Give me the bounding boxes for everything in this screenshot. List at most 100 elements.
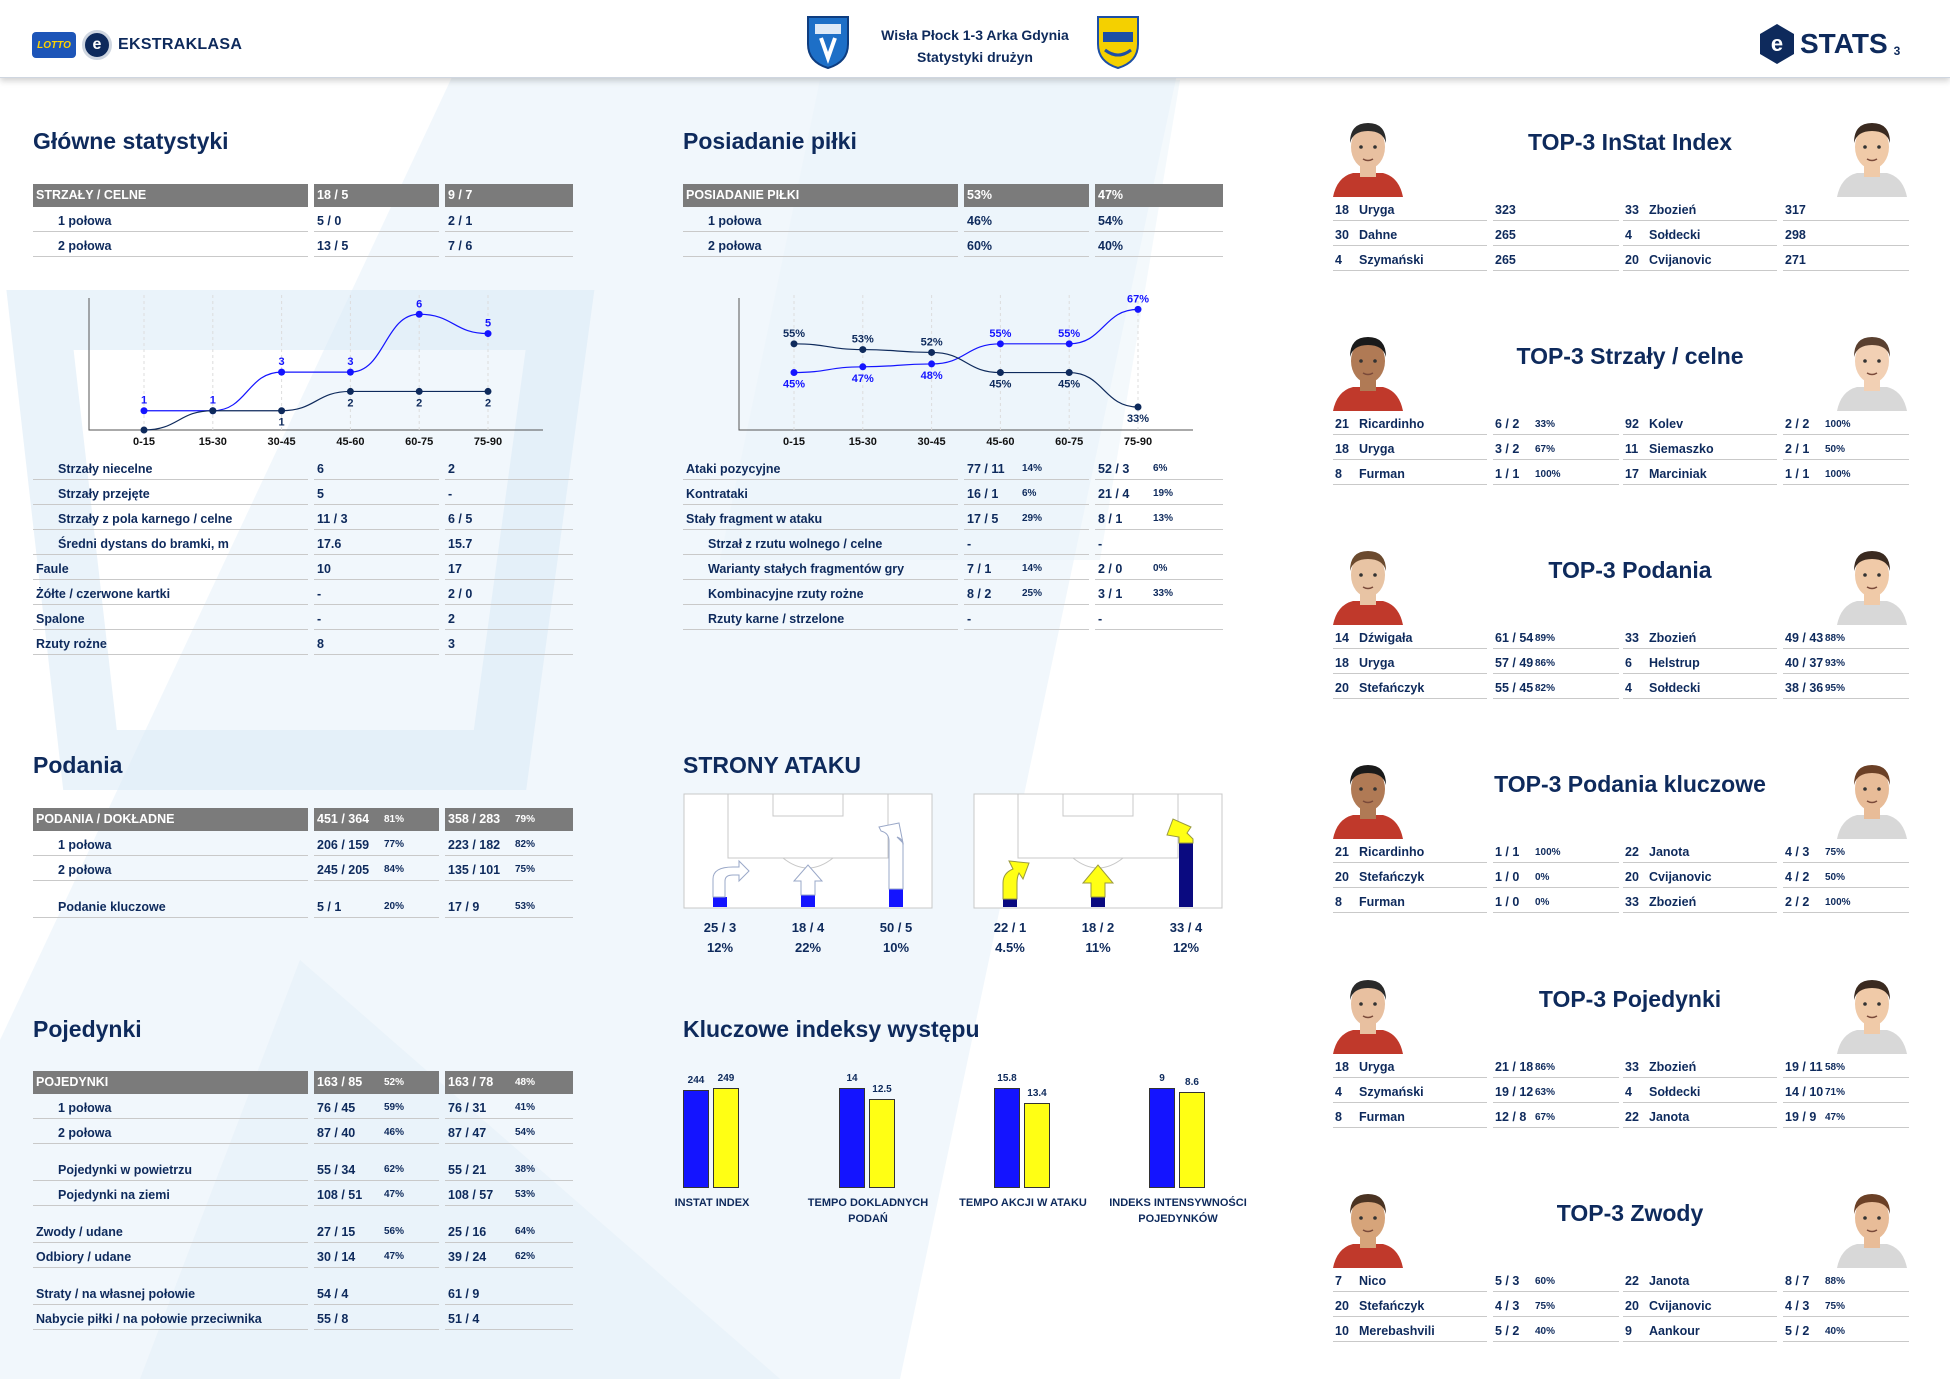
player-name: Stefańczyk xyxy=(1359,1299,1425,1313)
player-value-cell: 61 / 54 89% xyxy=(1493,628,1619,649)
player-value: 61 / 54 xyxy=(1495,631,1534,645)
home-value: 11 / 3 xyxy=(314,509,439,530)
possession-timeline-chart: 0-15 15-30 30-45 45-60 60-75 75-90 45% 47% 48% 55… xyxy=(683,270,1223,448)
player-percent: 71% xyxy=(1825,1086,1846,1098)
kpi-bar-value: 249 xyxy=(717,1073,735,1084)
kpi-bar-home xyxy=(994,1088,1020,1188)
player-value-cell: 14 / 10 71% xyxy=(1783,1082,1909,1103)
player-number: 18 xyxy=(1335,442,1349,456)
away-value: 61 / 9 xyxy=(448,1286,480,1301)
top3-title: TOP-3 Strzały / celne xyxy=(1516,343,1744,369)
row-label: STRZAŁY / CELNE xyxy=(33,183,308,207)
player-value-cell: 1 / 0 0% xyxy=(1493,867,1619,888)
home-value: 7 / 1 xyxy=(967,561,992,576)
x-tick-label: 45-60 xyxy=(986,436,1014,445)
percent-value: 47% xyxy=(384,1189,405,1200)
player-number: 10 xyxy=(1335,1324,1349,1338)
home-value: 54 / 4 xyxy=(317,1286,349,1301)
player-value: 12 / 8 xyxy=(1495,1110,1527,1124)
page-header: LOTTO e EKSTRAKLASA Wisła Płock 1-3 Arka… xyxy=(0,0,1950,78)
row-label: Warianty stałych fragmentów gry xyxy=(683,559,958,580)
player-name: Uryga xyxy=(1359,656,1395,670)
home-value: 46% xyxy=(964,211,1089,232)
home-cell: 55 / 34 62% xyxy=(314,1160,439,1181)
player-value: 55 / 45 xyxy=(1495,681,1534,695)
row-label: Stały fragment w ataku xyxy=(683,509,958,530)
percent-value: 47% xyxy=(384,1251,405,1262)
table-row: Odbiory / udane 30 / 14 47% 39 / 24 62% xyxy=(33,1246,573,1268)
player-face-icon xyxy=(1333,980,1403,1054)
home-value: 55 / 8 xyxy=(317,1311,349,1326)
home-cell: 16 / 1 6% xyxy=(964,484,1089,505)
player-cell: 10 Merebashvili xyxy=(1333,1321,1487,1342)
player-value-cell: 323 xyxy=(1493,200,1619,221)
top3-row: 20 Cvijanovic 4 / 2 50% xyxy=(1623,867,1913,889)
player-cell: 8 Furman xyxy=(1333,892,1487,913)
player-value-cell: 4 / 3 75% xyxy=(1783,842,1909,863)
player-number: 11 xyxy=(1625,442,1639,456)
data-point xyxy=(140,426,148,434)
player-number: 18 xyxy=(1335,656,1349,670)
ekstraklasa-logo[interactable]: LOTTO e EKSTRAKLASA xyxy=(32,30,242,60)
data-label: 48% xyxy=(921,370,943,382)
home-cell: 55 / 8 xyxy=(314,1309,439,1330)
player-cell: 7 Nico xyxy=(1333,1271,1487,1292)
attack-side-percent: 11% xyxy=(1085,940,1111,955)
player-percent: 40% xyxy=(1535,1325,1556,1337)
player-number: 33 xyxy=(1625,1060,1639,1074)
away-cell: - xyxy=(1095,534,1223,555)
row-label: Strzały niecelne xyxy=(33,459,308,480)
percent-value: 84% xyxy=(384,864,405,875)
table-row: 2 połowa 13 / 5 7 / 6 xyxy=(33,235,573,257)
player-value-cell: 4 / 2 50% xyxy=(1783,867,1909,888)
table-row: Kontrataki 16 / 1 6% 21 / 4 19% xyxy=(683,483,1223,505)
player-value: 1 / 0 xyxy=(1495,870,1520,884)
top3-row: 20 Cvijanovic 271 xyxy=(1623,250,1913,272)
table-row: 1 połowa 46% 54% xyxy=(683,210,1223,232)
player-value-cell: 38 / 36 95% xyxy=(1783,678,1909,699)
home-cell: 54 / 4 xyxy=(314,1284,439,1305)
player-percent: 75% xyxy=(1825,846,1846,858)
away-value: 2 xyxy=(445,459,573,480)
away-value: 163 / 78 xyxy=(448,1075,494,1089)
data-point xyxy=(859,363,867,371)
player-value: 4 / 2 xyxy=(1785,870,1810,884)
player-number: 30 xyxy=(1335,228,1349,242)
player-name: Szymański xyxy=(1359,253,1424,267)
player-face-icon xyxy=(1333,337,1403,411)
kpi-bar-home xyxy=(683,1090,709,1188)
lotto-logo-icon: LOTTO xyxy=(32,32,76,58)
home-player-photo xyxy=(1333,541,1403,625)
away-value: 25 / 16 xyxy=(448,1224,487,1239)
player-name: Stefańczyk xyxy=(1359,870,1425,884)
row-label: Straty / na własnej połowie xyxy=(33,1284,308,1305)
away-cell: - xyxy=(1095,609,1223,630)
top3-row: 22 Janota 8 / 7 88% xyxy=(1623,1271,1913,1293)
e-stats-logo[interactable]: e STATS 3 xyxy=(1760,24,1900,64)
away-right-attack-arrow xyxy=(1166,818,1194,907)
player-percent: 95% xyxy=(1825,682,1846,694)
x-tick-label: 75-90 xyxy=(1124,436,1152,445)
top3-row: 22 Janota 4 / 3 75% xyxy=(1623,842,1913,864)
player-number: 20 xyxy=(1625,1299,1639,1313)
player-percent: 67% xyxy=(1535,1111,1556,1123)
series-line xyxy=(144,313,489,412)
player-value-cell: 55 / 45 82% xyxy=(1493,678,1619,699)
player-value: 4 / 3 xyxy=(1785,845,1810,859)
attack-side-label: 25 / 3 12% xyxy=(680,918,760,958)
away-cell: 135 / 101 75% xyxy=(445,860,573,881)
top3-row: 4 Sołdecki 14 / 10 71% xyxy=(1623,1082,1913,1104)
percent-value: 14% xyxy=(1022,563,1043,574)
kluczowe-title: Kluczowe indeksy występu xyxy=(683,1016,980,1042)
away-cell: 3 / 1 33% xyxy=(1095,584,1223,605)
glowne-top-table: STRZAŁY / CELNE 18 / 5 9 / 7 1 połowa 5 … xyxy=(33,183,573,260)
player-value-cell: 5 / 3 60% xyxy=(1493,1271,1619,1292)
home-value: 16 / 1 xyxy=(967,486,999,501)
data-label: 52% xyxy=(921,336,943,348)
kpi-bar-value: 13.4 xyxy=(1027,1088,1047,1100)
home-value: 87 / 40 xyxy=(317,1125,356,1140)
away-value: 223 / 182 xyxy=(448,837,501,852)
away-cell: 76 / 31 41% xyxy=(445,1098,573,1119)
table-row: 1 połowa 206 / 159 77% 223 / 182 82% xyxy=(33,834,573,856)
home-player-photo xyxy=(1333,755,1403,839)
